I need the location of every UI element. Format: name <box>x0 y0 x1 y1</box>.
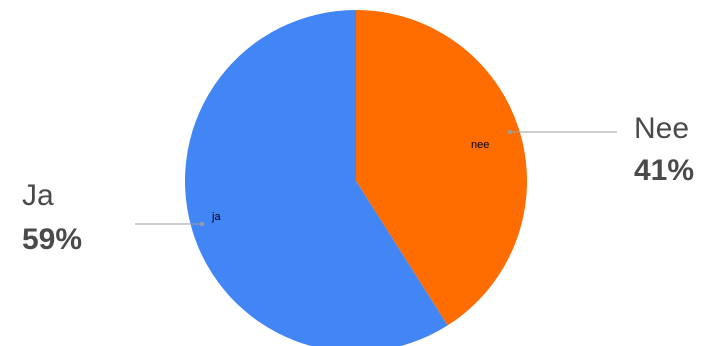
leader-dot-ja <box>200 222 204 226</box>
leader-dot-nee <box>508 130 512 134</box>
slices-group <box>184 10 528 346</box>
labels-group: nee ja Nee 41% Ja 59% <box>22 112 694 256</box>
callout-percent-ja: 59% <box>22 223 82 256</box>
pie-slice-nee <box>356 10 528 326</box>
pie-slice-ja <box>184 10 448 346</box>
callout-percent-nee: 41% <box>634 154 694 187</box>
slice-label-ja: ja <box>211 211 221 223</box>
callout-name-nee: Nee <box>634 112 689 145</box>
leader-lines-group <box>135 130 617 226</box>
slice-label-nee: nee <box>471 139 489 151</box>
callout-name-ja: Ja <box>22 179 54 212</box>
